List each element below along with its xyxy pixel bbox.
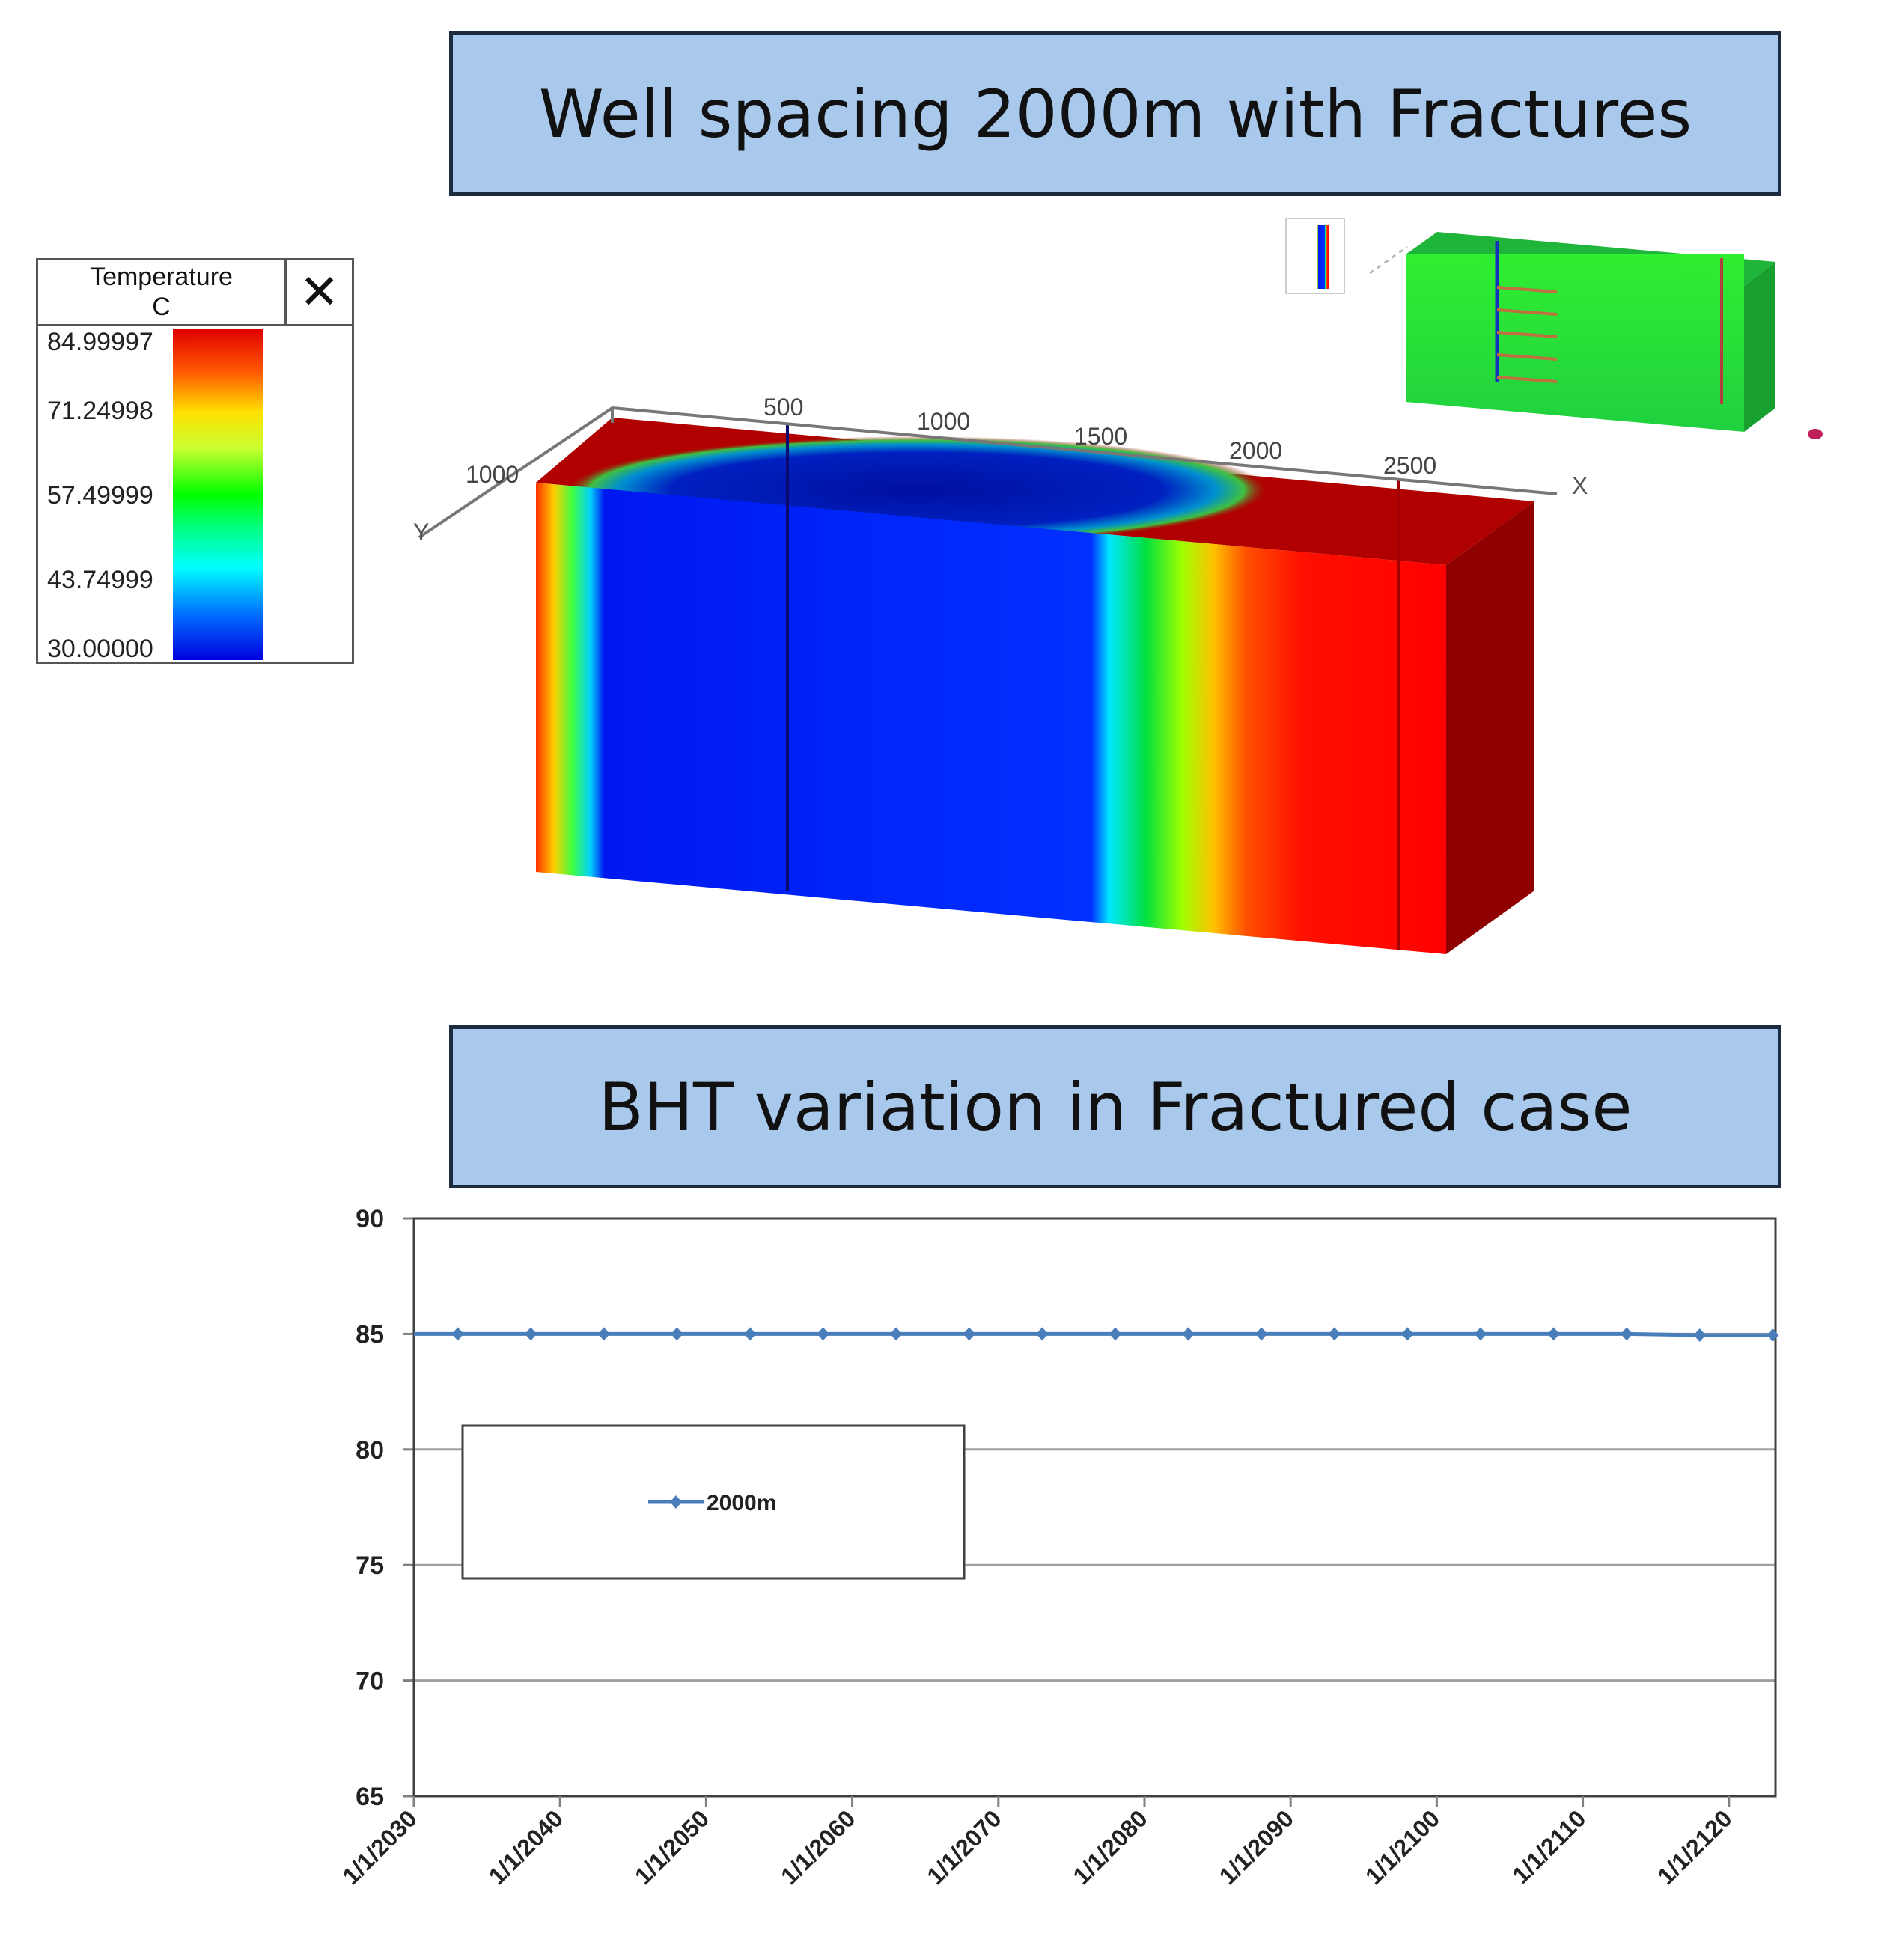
data-point — [671, 1327, 683, 1341]
legend-marker — [670, 1495, 682, 1509]
color-scale-header: Temperature C — [38, 260, 287, 326]
x-tick-label: 1/1/2060 — [775, 1804, 861, 1890]
y-tick-label: 75 — [356, 1551, 384, 1580]
data-point — [890, 1327, 903, 1341]
y-tick-label: 90 — [356, 1205, 384, 1233]
temperature-color-scale: Temperature C ✕ 84.99997 71.24998 57.499… — [36, 258, 354, 664]
x-tick-label: 1/1/2040 — [484, 1804, 569, 1890]
data-point — [1547, 1327, 1560, 1341]
mini-model-inset — [1285, 218, 1823, 439]
data-point — [525, 1327, 537, 1341]
x-tick-label: 2000 — [1229, 437, 1282, 464]
scale-tick: 30.00000 — [47, 635, 153, 663]
x-tick-label: 1/1/2090 — [1214, 1804, 1299, 1890]
data-point — [1109, 1327, 1121, 1341]
data-point — [743, 1327, 756, 1341]
scale-tick: 84.99997 — [47, 328, 153, 356]
x-tick-label: 1500 — [1074, 423, 1127, 450]
series-line — [414, 1331, 1773, 1337]
x-axis-line — [612, 406, 1558, 495]
data-point — [1474, 1327, 1487, 1341]
data-point — [1036, 1327, 1049, 1341]
top-title: Well spacing 2000m with Fractures — [538, 75, 1692, 153]
x-tick-label: 1/1/2110 — [1507, 1804, 1591, 1888]
reservoir-3d-view: 500 1000 1500 2000 2500 X 1000 Y — [413, 218, 1823, 954]
bht-line-chart: 65 70 75 80 85 90 1/1/2030 1/1/2040 1/1/2050 1/1/… — [337, 1205, 1779, 1890]
scale-tick: 71.24998 — [47, 397, 153, 425]
data-point — [1767, 1328, 1779, 1342]
legend — [461, 1424, 966, 1580]
x-tick-label: 500 — [763, 394, 803, 421]
y-tick-label: 1000 — [466, 461, 519, 488]
data-point — [1182, 1327, 1195, 1341]
data-point — [1401, 1327, 1414, 1341]
top-title-banner: Well spacing 2000m with Fractures — [449, 31, 1781, 196]
data-point — [1693, 1328, 1706, 1342]
scale-tick: 43.74999 — [47, 566, 153, 594]
data-point — [1621, 1327, 1633, 1341]
model-front-face — [536, 483, 1446, 954]
x-tick-label: 1000 — [917, 408, 970, 435]
x-axis-label: X — [1572, 472, 1588, 499]
legend-label: 2000m — [707, 1491, 776, 1515]
close-icon[interactable]: ✕ — [287, 260, 352, 326]
y-tick-label: 80 — [356, 1436, 384, 1465]
data-point — [451, 1327, 464, 1341]
y-axis-line — [418, 406, 614, 539]
chart-title-banner: BHT variation in Fractured case — [449, 1025, 1781, 1188]
x-tick-label: 1/1/2030 — [337, 1804, 422, 1890]
x-tick-label: 2500 — [1383, 452, 1436, 479]
x-tick-label: 1/1/2100 — [1360, 1804, 1445, 1890]
x-tick-label: 1/1/2070 — [921, 1804, 1007, 1890]
color-scale-unit: C — [152, 293, 171, 321]
data-point — [597, 1327, 610, 1341]
data-point — [1328, 1327, 1341, 1341]
y-axis-label: Y — [413, 519, 429, 546]
data-point — [1255, 1327, 1268, 1341]
x-tick-label: 1/1/2120 — [1652, 1804, 1737, 1890]
data-point — [963, 1327, 975, 1341]
x-tick-label: 1/1/2080 — [1067, 1804, 1153, 1890]
mini-legend — [1285, 218, 1345, 294]
chart-title: BHT variation in Fractured case — [598, 1068, 1633, 1146]
y-tick-label: 65 — [356, 1783, 384, 1811]
scale-tick: 57.49999 — [47, 481, 153, 510]
color-scale-title: Temperature — [90, 263, 233, 291]
color-ramp — [173, 329, 263, 660]
model-side-face — [1446, 501, 1534, 954]
plot-area — [412, 1217, 1777, 1798]
data-point — [817, 1327, 829, 1341]
y-tick-label: 70 — [356, 1667, 384, 1696]
x-tick-label: 1/1/2050 — [630, 1804, 715, 1890]
y-tick-label: 85 — [356, 1320, 384, 1349]
